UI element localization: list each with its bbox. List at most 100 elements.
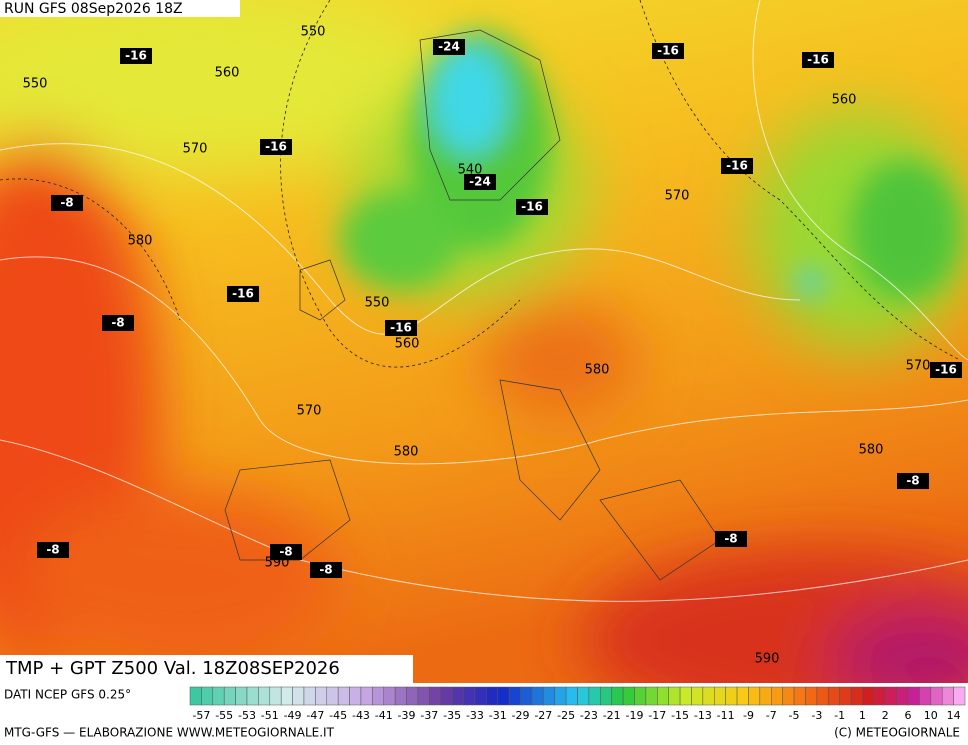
colorbar-swatch [383, 686, 396, 706]
colorbar-label: -19 [626, 709, 644, 722]
colorbar-label: -5 [789, 709, 800, 722]
colorbar-swatch [269, 686, 282, 706]
contour-label: 550 [301, 25, 326, 40]
contour-label: 590 [755, 652, 780, 667]
contour-label: 580 [128, 234, 153, 249]
label-box [930, 362, 962, 378]
colorbar-label: -41 [375, 709, 393, 722]
colorbar-swatch [782, 686, 795, 706]
contour-label: -8 [724, 532, 737, 546]
colorbar-label: -17 [648, 709, 666, 722]
colorbar-label: -35 [443, 709, 461, 722]
label-box [227, 286, 259, 302]
run-label: RUN GFS 08Sep2026 18Z [4, 1, 183, 17]
colorbar-swatch [531, 686, 544, 706]
colorbar-swatch [326, 686, 339, 706]
colorbar-swatch [588, 686, 601, 706]
contour-label: 550 [23, 77, 48, 92]
colorbar-label: -39 [398, 709, 416, 722]
colorbar-swatch [896, 686, 909, 706]
contour-label: 570 [297, 404, 322, 419]
label-box [385, 320, 417, 336]
colorbar-label: -49 [284, 709, 302, 722]
contour-label: -8 [319, 563, 332, 577]
label-box [721, 158, 753, 174]
colorbar-swatch [440, 686, 453, 706]
colorbar-swatch [394, 686, 407, 706]
colorbar-label: 14 [947, 709, 961, 722]
colorbar-swatch [702, 686, 715, 706]
colorbar-label: -29 [512, 709, 530, 722]
colorbar: -57 -55 -53 -51 -49 -47 -45 -43 -41 -39 -37 -35 -33-… [189, 686, 966, 722]
copyright: (C) METEOGIORNALE [834, 726, 960, 740]
contour-label: -16 [726, 159, 748, 173]
colorbar-swatch [816, 686, 829, 706]
contour-label: 560 [832, 93, 857, 108]
colorbar-swatch [771, 686, 783, 706]
colorbar-swatch [827, 686, 840, 706]
colorbar-label: -51 [261, 709, 279, 722]
contour-label: 540 [458, 163, 483, 178]
contour-label: -16 [807, 53, 829, 67]
colorbar-swatch [805, 686, 818, 706]
colorbar-swatch [292, 686, 305, 706]
colorbar-swatch [417, 686, 430, 706]
colorbar-label: -27 [534, 709, 552, 722]
colorbar-swatch [508, 686, 521, 706]
colorbar-swatch [657, 686, 669, 706]
colorbar-label: -37 [420, 709, 438, 722]
colorbar-label: 10 [924, 709, 938, 722]
colorbar-label: -45 [329, 709, 347, 722]
contour-label: -8 [111, 316, 124, 330]
label-box [897, 473, 929, 489]
contour-label: -16 [265, 140, 287, 154]
contour-label: -16 [390, 321, 412, 335]
colorbar-swatch [360, 686, 373, 706]
colorbar-label: -33 [466, 709, 484, 722]
colorbar-swatch [748, 686, 761, 706]
contour-label: -24 [438, 40, 460, 54]
contour-label: -16 [657, 44, 679, 58]
contour-label: 580 [394, 445, 419, 460]
colorbar-swatch [634, 686, 647, 706]
colorbar-swatch [793, 686, 806, 706]
label-box [37, 542, 69, 558]
colorbar-swatch [565, 686, 578, 706]
label-box [652, 43, 684, 59]
contour-label: -16 [935, 363, 957, 377]
colorbar-label: -21 [603, 709, 621, 722]
credit: MTG-GFS — ELABORAZIONE WWW.METEOGIORNALE… [4, 726, 335, 740]
colorbar-swatch [303, 686, 316, 706]
colorbar-swatch [850, 686, 863, 706]
colorbar-swatch [611, 686, 624, 706]
colorbar-swatch [372, 686, 384, 706]
colorbar-swatch [349, 686, 362, 706]
title-box [0, 655, 413, 683]
map-title: TMP + GPT Z500 Val. 18Z08SEP2026 [5, 658, 340, 679]
map-field [0, 0, 968, 683]
colorbar-swatch [497, 686, 510, 706]
contour-label: -8 [279, 545, 292, 559]
colorbar-swatch [258, 686, 271, 706]
colorbar-swatch [520, 686, 533, 706]
colorbar-swatch [235, 686, 248, 706]
colorbar-label: -25 [557, 709, 575, 722]
colorbar-swatch [759, 686, 772, 706]
contour-label: 570 [183, 142, 208, 157]
colorbar-swatch [543, 686, 555, 706]
colorbar-swatch [246, 686, 259, 706]
label-box [802, 52, 834, 68]
colorbar-swatch [337, 686, 350, 706]
colorbar-swatch [212, 686, 225, 706]
colorbar-label: -47 [306, 709, 324, 722]
label-box [260, 139, 292, 155]
contour-label: -8 [906, 474, 919, 488]
colorbar-swatch [668, 686, 681, 706]
contour-label: -24 [469, 175, 491, 189]
colorbar-swatch [645, 686, 658, 706]
colorbar-swatch [223, 686, 236, 706]
colorbar-swatch [315, 686, 328, 706]
colorbar-swatch [862, 686, 875, 706]
colorbar-swatch [930, 686, 943, 706]
